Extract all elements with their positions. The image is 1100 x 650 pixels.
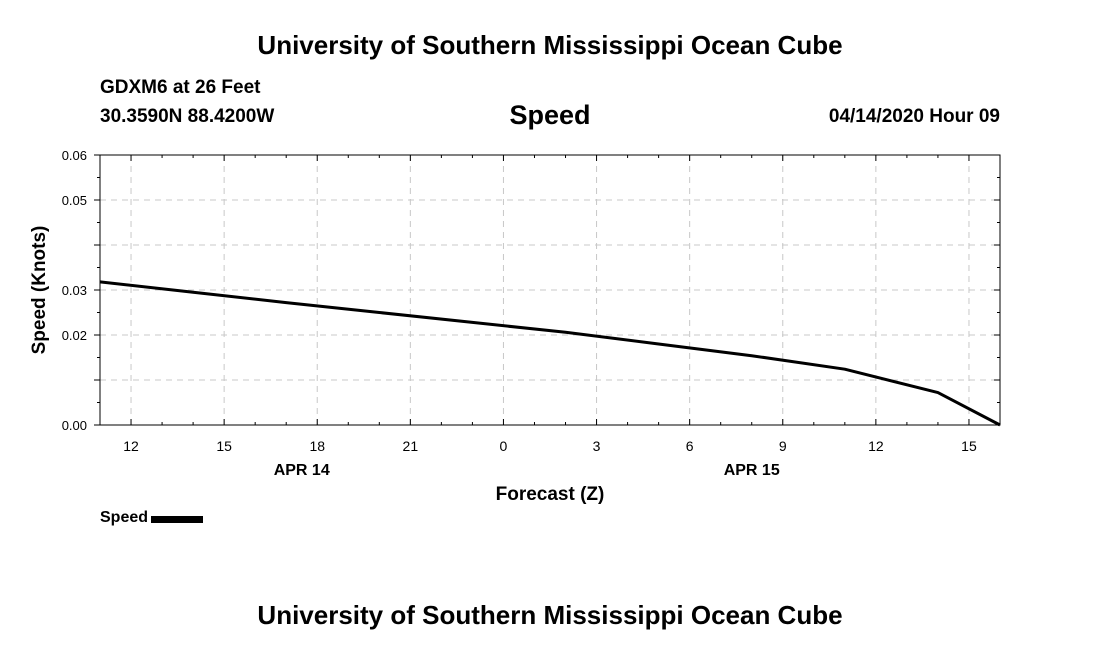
x-tick-label: 3 <box>593 438 601 454</box>
data-point <box>999 424 1001 426</box>
x-axis-label: Forecast (Z) <box>496 484 605 505</box>
x-date-label: APR 15 <box>724 462 780 479</box>
station-coordinates: 30.3590N 88.4200W <box>100 106 275 127</box>
label-layer: 12 15 18 21 0 3 6 9 12 15 APR 14 APR 15 0.00 0.02 0.03… <box>29 148 977 505</box>
series-layer <box>99 280 1001 427</box>
data-point <box>565 331 567 333</box>
legend-swatch <box>151 515 204 523</box>
station-name: GDXM6 at 26 Feet <box>100 77 261 98</box>
y-tick-label: 0.02 <box>62 328 87 343</box>
axis-layer <box>94 154 1001 426</box>
footer-title: University of Southern Mississippi Ocean… <box>257 600 843 630</box>
y-tick-label: 0.00 <box>62 418 87 433</box>
x-tick-label: 0 <box>500 438 508 454</box>
data-point <box>937 392 939 394</box>
data-point <box>99 281 101 283</box>
chart-legend: Speed <box>100 509 204 527</box>
grid-layer <box>100 155 1000 425</box>
x-tick-label: 21 <box>403 438 419 454</box>
x-tick-label: 12 <box>123 438 139 454</box>
data-point <box>285 302 287 304</box>
data-point <box>844 368 846 370</box>
data-point <box>658 343 660 345</box>
series-line-speed <box>99 280 1001 427</box>
chart-title: Speed <box>509 100 591 130</box>
y-tick-label: 0.06 <box>62 148 87 163</box>
y-axis-label: Speed (Knots) <box>29 226 50 355</box>
y-tick-label: 0.03 <box>62 283 87 298</box>
legend-label: Speed <box>100 509 149 526</box>
data-point <box>192 291 194 293</box>
y-tick-label: 0.05 <box>62 193 87 208</box>
forecast-datetime: 04/14/2020 Hour 09 <box>828 106 1000 127</box>
x-tick-label: 15 <box>216 438 232 454</box>
x-tick-label: 6 <box>686 438 694 454</box>
page-title: University of Southern Mississippi Ocean… <box>257 30 843 60</box>
data-point <box>751 355 753 357</box>
data-point <box>471 321 473 323</box>
x-tick-label: 9 <box>779 438 787 454</box>
x-tick-label: 12 <box>868 438 884 454</box>
data-point <box>378 312 380 313</box>
x-tick-label: 15 <box>961 438 977 454</box>
x-tick-label: 18 <box>309 438 325 454</box>
x-date-label: APR 14 <box>274 462 330 479</box>
